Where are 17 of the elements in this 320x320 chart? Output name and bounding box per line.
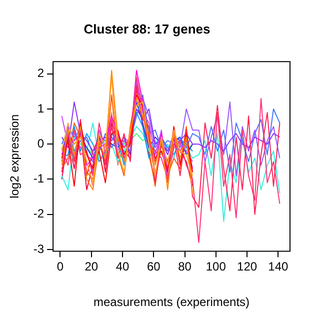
x-axis-title: measurements (experiments): [94, 295, 250, 310]
x-tick-label: 80: [178, 260, 192, 274]
x-tick-label: 0: [56, 260, 64, 274]
x-tick-label: 140: [268, 260, 288, 274]
x-tick-label: 120: [237, 260, 258, 274]
chart-title: Cluster 88: 17 genes: [84, 21, 210, 36]
y-tick-label: -2: [33, 206, 44, 221]
y-tick-label: 2: [37, 66, 44, 80]
y-axis-title: log2 expression: [8, 114, 22, 198]
y-tick-label: -3: [33, 242, 44, 256]
y-tick-label: 1: [37, 101, 44, 116]
x-tick-label: 40: [116, 260, 130, 274]
x-tick-label: 100: [206, 260, 226, 274]
y-tick-label: -1: [33, 172, 44, 186]
x-tick-label: 20: [84, 260, 98, 274]
x-tick-label: 60: [146, 260, 161, 274]
y-tick-label: 0: [37, 136, 44, 150]
